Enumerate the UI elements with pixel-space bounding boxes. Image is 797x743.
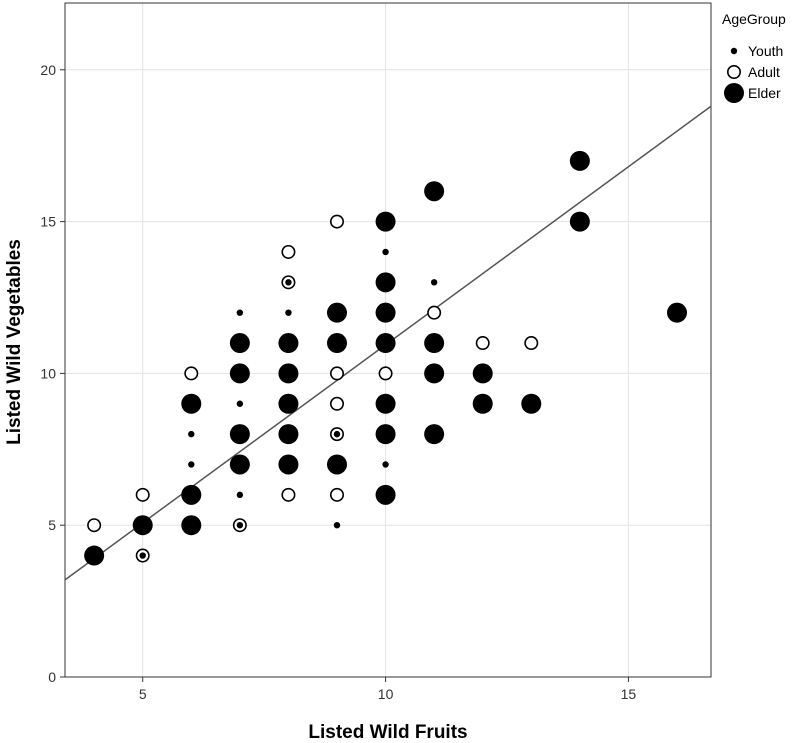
- point-adult: [281, 244, 296, 259]
- point-elder: [472, 393, 493, 414]
- point-adult: [135, 487, 150, 502]
- legend: AgeGroup Youth Adult Elder: [722, 11, 786, 103]
- legend-label-youth: Youth: [748, 43, 783, 59]
- point-elder: [229, 454, 250, 475]
- x-axis-ticks: 5 10 15: [139, 677, 637, 702]
- point-youth: [236, 309, 244, 316]
- point-elder: [667, 302, 687, 323]
- point-elder: [278, 454, 299, 475]
- point-elder: [375, 211, 396, 232]
- point-elder: [424, 333, 445, 354]
- data-points: [84, 150, 687, 566]
- point-elder: [229, 363, 250, 384]
- point-youth: [382, 248, 389, 256]
- legend-label-elder: Elder: [748, 85, 781, 101]
- y-axis-title: Listed Wild Vegetables: [4, 239, 25, 445]
- point-elder: [375, 393, 396, 414]
- point-adult: [329, 214, 344, 229]
- point-adult: [329, 487, 344, 502]
- point-elder: [375, 424, 396, 445]
- y-tick-label: 5: [48, 517, 56, 533]
- point-elder: [472, 363, 493, 384]
- point-elder: [278, 333, 299, 354]
- x-tick-label: 15: [621, 686, 637, 702]
- point-youth: [430, 279, 438, 286]
- point-youth: [188, 461, 195, 468]
- point-adult: [329, 396, 344, 411]
- point-elder: [569, 211, 590, 232]
- point-elder: [375, 484, 396, 505]
- y-tick-label: 10: [40, 365, 56, 381]
- legend-marker-adult: [726, 65, 741, 80]
- legend-marker-youth: [730, 47, 738, 55]
- point-elder: [424, 181, 445, 202]
- point-elder: [375, 302, 396, 323]
- x-tick-label: 5: [139, 686, 147, 702]
- point-adult: [281, 487, 296, 502]
- point-youth: [236, 400, 244, 407]
- point-elder: [424, 363, 445, 384]
- legend-label-adult: Adult: [748, 64, 780, 80]
- point-youth: [285, 279, 292, 286]
- point-adult: [475, 336, 490, 351]
- point-elder: [278, 424, 299, 445]
- point-elder: [132, 515, 153, 536]
- point-adult: [378, 366, 393, 381]
- point-youth: [333, 521, 341, 529]
- x-axis-title: Listed Wild Fruits: [308, 722, 467, 743]
- point-elder: [521, 393, 542, 414]
- point-elder: [375, 272, 396, 293]
- point-elder: [327, 333, 347, 354]
- point-adult: [329, 366, 344, 381]
- point-elder: [327, 302, 347, 323]
- point-elder: [229, 424, 250, 445]
- y-tick-label: 15: [40, 214, 56, 230]
- y-tick-label: 20: [40, 62, 56, 78]
- y-tick-label: 0: [48, 669, 56, 685]
- point-elder: [569, 150, 590, 171]
- point-adult: [427, 305, 442, 320]
- legend-marker-elder: [724, 83, 744, 103]
- legend-title: AgeGroup: [722, 11, 786, 27]
- point-elder: [424, 424, 445, 445]
- point-youth: [236, 491, 244, 499]
- point-adult: [184, 366, 199, 381]
- y-axis-ticks: 0 5 10 15 20: [40, 62, 65, 685]
- point-elder: [327, 454, 347, 475]
- legend-items: Youth Adult Elder: [724, 43, 783, 103]
- point-youth: [188, 430, 195, 438]
- point-elder: [278, 363, 299, 384]
- point-elder: [278, 393, 299, 414]
- point-adult: [87, 518, 102, 533]
- point-elder: [181, 484, 202, 505]
- plot-area-frame: [64, 2, 712, 678]
- point-elder: [84, 545, 105, 566]
- point-elder: [181, 515, 202, 536]
- point-elder: [229, 333, 250, 354]
- point-elder: [375, 333, 396, 354]
- point-youth: [382, 461, 389, 468]
- point-youth: [139, 552, 146, 559]
- point-youth: [285, 309, 292, 316]
- point-youth: [333, 430, 341, 438]
- point-adult: [524, 336, 539, 351]
- point-youth: [236, 521, 244, 529]
- point-elder: [181, 393, 202, 414]
- x-tick-label: 10: [378, 686, 394, 702]
